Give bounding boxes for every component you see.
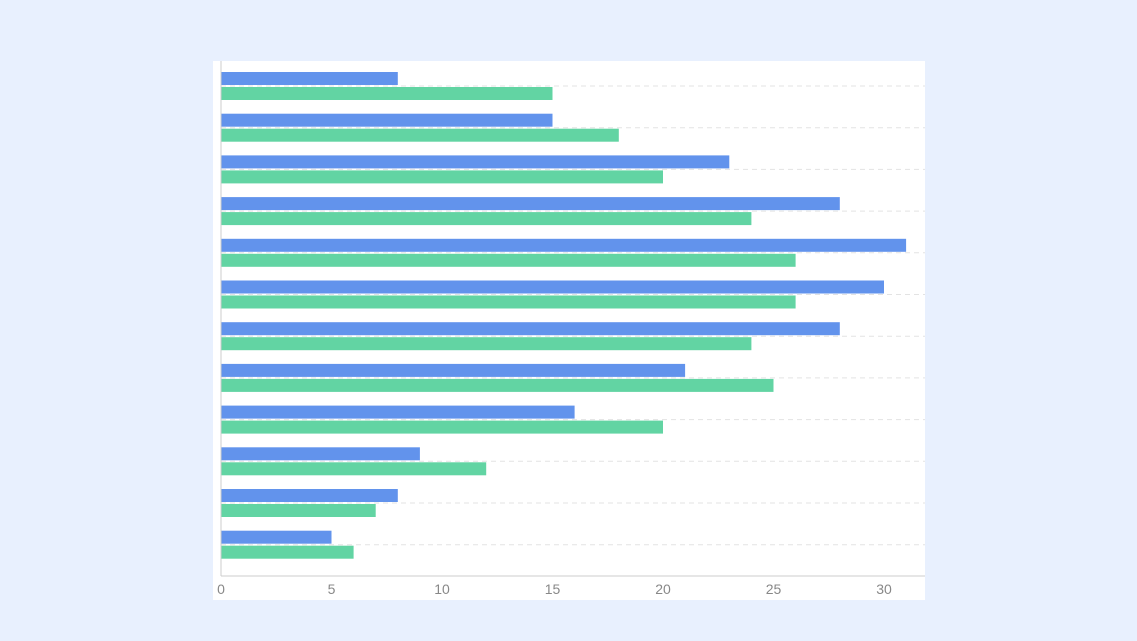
x-tick-label: 30: [876, 581, 892, 597]
bar-series-1-row-12: [221, 530, 332, 544]
bar-series-2-row-3: [221, 170, 663, 184]
bars: [221, 72, 907, 559]
bar-series-1-row-8: [221, 363, 686, 377]
bar-series-1-row-6: [221, 280, 884, 294]
bar-series-2-row-1: [221, 87, 553, 100]
x-tick-label: 25: [766, 581, 782, 597]
bar-series-2-row-4: [221, 212, 752, 226]
bar-series-2-row-8: [221, 378, 774, 392]
bar-series-2-row-5: [221, 253, 796, 267]
x-tick-label: 10: [434, 581, 450, 597]
bar-series-1-row-10: [221, 447, 420, 461]
bar-series-2-row-9: [221, 420, 663, 434]
bar-series-2-row-12: [221, 545, 354, 559]
bar-chart: 0 5 10 15 20 25 30: [217, 61, 925, 597]
x-axis: 0 5 10 15 20 25 30: [217, 61, 925, 597]
bar-series-2-row-7: [221, 337, 752, 351]
grid-lines: [221, 85, 925, 546]
bar-series-1-row-3: [221, 155, 730, 169]
chart-card: 0 5 10 15 20 25 30: [213, 61, 925, 600]
x-tick-label: 20: [655, 581, 671, 597]
bar-series-2-row-11: [221, 504, 376, 517]
bar-series-2-row-2: [221, 128, 619, 142]
x-tick-label: 0: [217, 581, 225, 597]
bar-series-1-row-5: [221, 238, 907, 252]
bar-series-1-row-4: [221, 197, 840, 211]
bar-series-1-row-1: [221, 72, 398, 85]
bar-series-2-row-10: [221, 462, 487, 476]
x-tick-label: 15: [545, 581, 561, 597]
bar-series-1-row-11: [221, 489, 398, 502]
bar-series-1-row-9: [221, 405, 575, 419]
bar-series-1-row-7: [221, 322, 840, 336]
bar-series-1-row-2: [221, 113, 553, 127]
bar-series-2-row-6: [221, 295, 796, 309]
x-tick-label: 5: [328, 581, 336, 597]
